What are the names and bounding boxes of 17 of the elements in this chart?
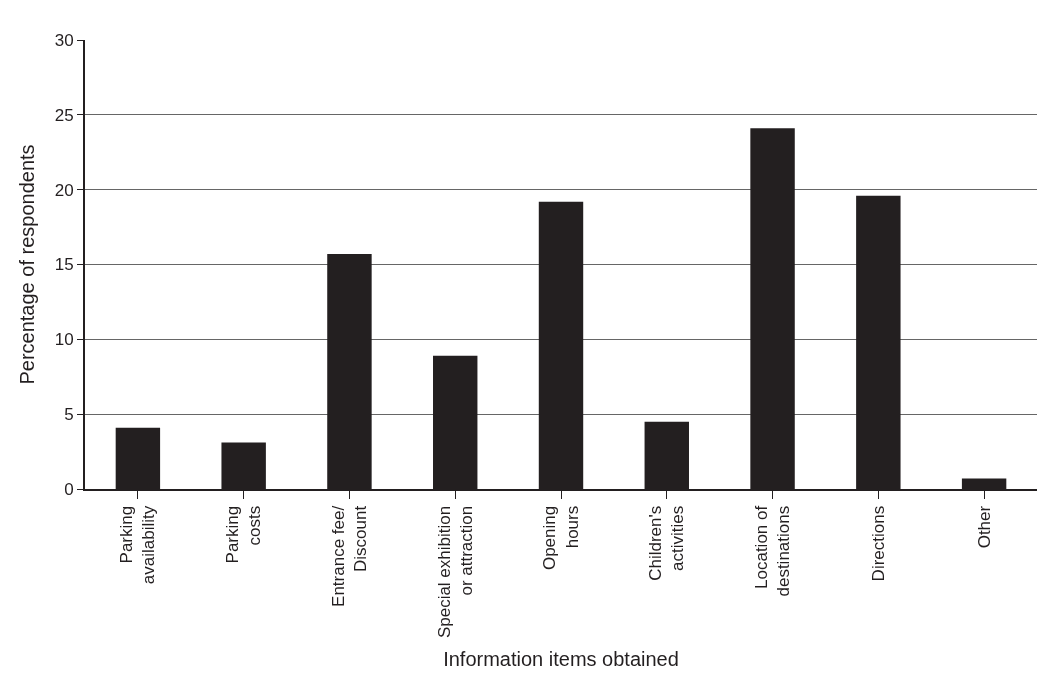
x-tick-label: Children's activities — [646, 505, 688, 581]
x-tick-label: Parking costs — [223, 505, 265, 564]
y-axis-title: Percentage of respondents — [15, 144, 38, 385]
y-tick-label: 25 — [54, 105, 74, 125]
x-tick-label: Special exhibition or attraction — [434, 505, 476, 639]
y-tick-label: 5 — [64, 405, 74, 425]
y-tick-label: 0 — [64, 479, 74, 499]
y-tick-label: 15 — [54, 255, 74, 275]
y-tick-label: 30 — [54, 30, 74, 50]
x-tick-label: Other — [974, 505, 994, 549]
y-tick-label: 20 — [54, 180, 74, 200]
x-axis-title: Information items obtained — [443, 648, 679, 671]
x-tick-label: Parking availability — [117, 505, 159, 585]
x-tick-label: Directions — [868, 505, 888, 582]
x-tick-label: Opening hours — [540, 505, 582, 571]
x-tick-label: Entrance fee/ Discount — [328, 505, 371, 607]
y-tick-label: 10 — [54, 330, 74, 350]
